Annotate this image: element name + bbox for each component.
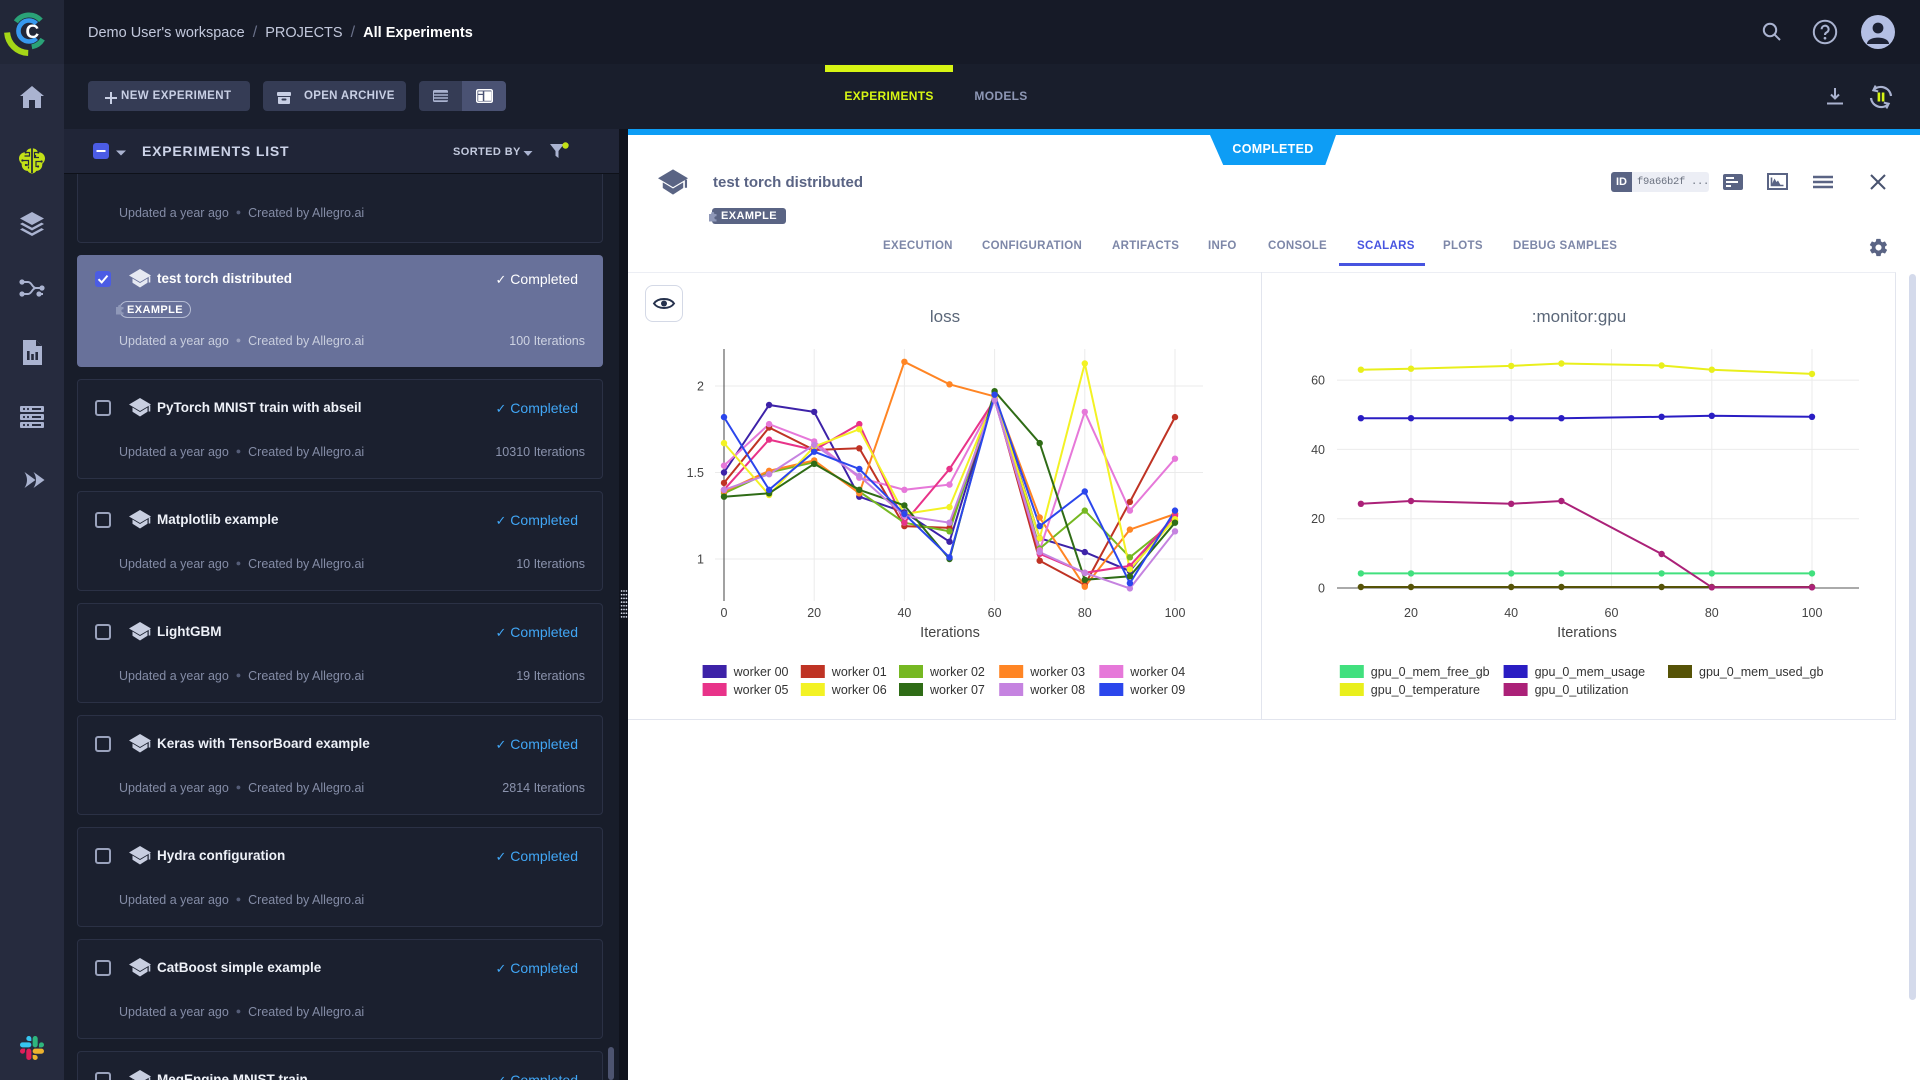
svg-text:loss: loss — [930, 307, 960, 326]
svg-text:worker 07: worker 07 — [929, 683, 985, 697]
svg-text:gpu_0_utilization: gpu_0_utilization — [1535, 683, 1629, 697]
svg-text:gpu_0_mem_free_gb: gpu_0_mem_free_gb — [1371, 665, 1490, 679]
svg-text:worker 08: worker 08 — [1029, 683, 1085, 697]
svg-text:100: 100 — [1165, 606, 1186, 620]
svg-text:40: 40 — [897, 606, 911, 620]
svg-text:1.5: 1.5 — [687, 466, 704, 480]
svg-text:1: 1 — [697, 553, 704, 567]
svg-text:Iterations: Iterations — [1557, 625, 1617, 641]
svg-text:100: 100 — [1802, 606, 1823, 620]
svg-text:worker 06: worker 06 — [831, 683, 887, 697]
svg-text:C: C — [26, 22, 40, 43]
svg-text:20: 20 — [1404, 606, 1418, 620]
svg-text:worker 00: worker 00 — [733, 665, 789, 679]
svg-text:Iterations: Iterations — [920, 625, 980, 641]
svg-text:60: 60 — [1605, 606, 1619, 620]
svg-text::monitor:gpu: :monitor:gpu — [1532, 307, 1627, 326]
svg-text:20: 20 — [1311, 512, 1325, 526]
svg-text:80: 80 — [1078, 606, 1092, 620]
svg-text:gpu_0_mem_usage: gpu_0_mem_usage — [1535, 665, 1646, 679]
svg-text:0: 0 — [1318, 582, 1325, 596]
svg-text:gpu_0_mem_used_gb: gpu_0_mem_used_gb — [1699, 665, 1823, 679]
svg-text:worker 04: worker 04 — [1129, 665, 1185, 679]
svg-text:80: 80 — [1705, 606, 1719, 620]
svg-text:40: 40 — [1311, 443, 1325, 457]
svg-text:60: 60 — [988, 606, 1002, 620]
svg-text:40: 40 — [1504, 606, 1518, 620]
svg-text:2: 2 — [697, 380, 704, 394]
svg-text:worker 03: worker 03 — [1029, 665, 1085, 679]
svg-text:worker 05: worker 05 — [733, 683, 789, 697]
svg-text:worker 02: worker 02 — [929, 665, 985, 679]
svg-text:worker 01: worker 01 — [831, 665, 887, 679]
svg-text:20: 20 — [807, 606, 821, 620]
svg-text:0: 0 — [721, 606, 728, 620]
svg-text:60: 60 — [1311, 374, 1325, 388]
svg-text:gpu_0_temperature: gpu_0_temperature — [1371, 683, 1480, 697]
svg-text:worker 09: worker 09 — [1129, 683, 1185, 697]
